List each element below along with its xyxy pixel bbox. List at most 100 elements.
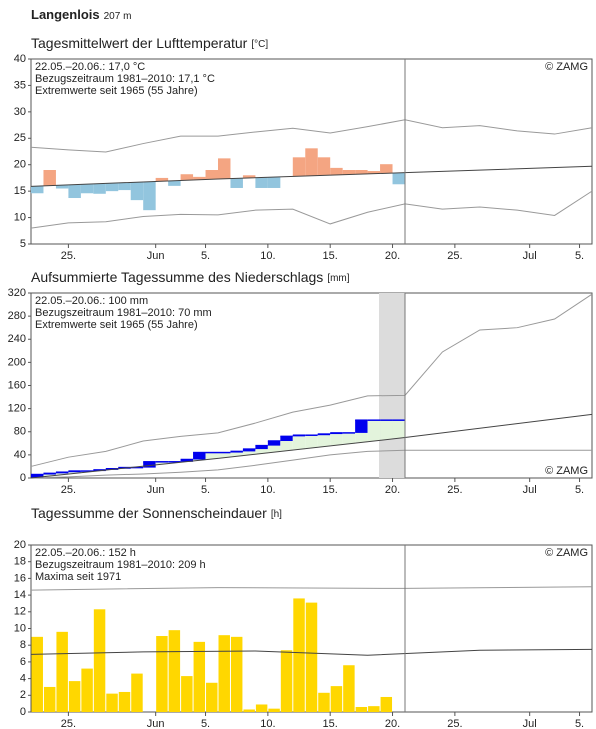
title-text: Aufsummierte Tagessumme des Niederschlag… bbox=[31, 269, 323, 285]
sunshine-bar bbox=[118, 691, 131, 712]
title-text: Tagessumme der Sonnenscheindauer bbox=[31, 505, 267, 521]
temperature-bar bbox=[292, 157, 306, 177]
temperature-bar bbox=[31, 186, 44, 194]
y-tick-label: 2 bbox=[20, 689, 26, 701]
temperature-bar bbox=[143, 181, 156, 211]
x-tick-label: 15. bbox=[323, 718, 338, 729]
temperature-bar bbox=[380, 164, 393, 174]
title-unit: [mm] bbox=[327, 273, 349, 284]
daily-increment bbox=[143, 461, 156, 468]
y-tick-label: 18 bbox=[14, 556, 26, 568]
extreme-line bbox=[30, 190, 593, 229]
temperature-bar bbox=[367, 171, 381, 174]
x-tick-label: 5. bbox=[575, 250, 584, 262]
surplus-area bbox=[230, 452, 243, 457]
sunshine-bar bbox=[293, 598, 305, 712]
daily-increment bbox=[355, 420, 368, 433]
temperature-bar bbox=[330, 167, 343, 175]
y-tick-label: 200 bbox=[8, 356, 26, 368]
temperature-bar bbox=[355, 170, 368, 175]
surplus-area bbox=[305, 435, 318, 448]
y-tick-label: 15 bbox=[14, 185, 26, 197]
x-tick-label: Jun bbox=[147, 718, 165, 729]
surplus-area bbox=[242, 451, 256, 455]
surplus-area bbox=[317, 435, 331, 447]
temperature-bar bbox=[180, 174, 194, 181]
y-tick-label: 240 bbox=[8, 333, 26, 345]
sunshine-bar bbox=[43, 686, 56, 712]
sunshine-bar bbox=[206, 682, 218, 712]
title-text: Tagesmittelwert der Lufttemperatur bbox=[31, 35, 248, 51]
y-tick-label: 6 bbox=[20, 656, 26, 668]
sunshine-bar bbox=[131, 673, 143, 712]
temperature-bar bbox=[168, 180, 181, 186]
sunshine-bar bbox=[255, 704, 268, 712]
sunshine-bar bbox=[230, 636, 243, 712]
x-tick-label: Jun bbox=[147, 250, 165, 262]
annotation: Bezugszeitraum 1981–2010: 70 mm bbox=[35, 307, 212, 319]
y-tick-label: 120 bbox=[8, 403, 26, 415]
annotation: Extremwerte seit 1965 (55 Jahre) bbox=[35, 85, 198, 97]
x-tick-label: 10. bbox=[260, 718, 275, 729]
annotation: Bezugszeitraum 1981–2010: 17,1 °C bbox=[35, 73, 215, 85]
x-tick-label: Jul bbox=[523, 250, 537, 262]
y-tick-label: 160 bbox=[8, 379, 26, 391]
sunshine-bar bbox=[156, 636, 168, 712]
credit: © ZAMG bbox=[545, 61, 588, 73]
y-tick-label: 320 bbox=[8, 287, 26, 299]
title-unit: [°C] bbox=[251, 39, 268, 50]
daily-increment bbox=[180, 459, 194, 462]
temperature-bar bbox=[255, 177, 268, 188]
annotation: Bezugszeitraum 1981–2010: 209 h bbox=[35, 559, 206, 571]
surplus-area bbox=[280, 441, 293, 451]
sunshine-bar bbox=[81, 668, 93, 712]
y-tick-label: 4 bbox=[20, 673, 26, 685]
x-tick-label: Jul bbox=[523, 718, 537, 729]
surplus-area bbox=[267, 445, 281, 453]
sunshine-bar bbox=[318, 692, 330, 712]
daily-increment bbox=[267, 441, 281, 446]
sunshine-bar bbox=[68, 681, 81, 712]
station-header: Langenlois 207 m bbox=[31, 7, 131, 22]
sunshine-bar bbox=[305, 602, 318, 712]
annotation: 22.05.–20.06.: 17,0 °C bbox=[35, 61, 145, 73]
x-tick-label: 10. bbox=[260, 250, 275, 262]
y-tick-label: 20 bbox=[14, 159, 26, 171]
x-tick-label: 25. bbox=[447, 718, 462, 729]
annotation: Extremwerte seit 1965 (55 Jahre) bbox=[35, 319, 198, 331]
sunshine-bar bbox=[243, 709, 255, 712]
x-tick-label: 25. bbox=[447, 250, 462, 262]
annotation: 22.05.–20.06.: 152 h bbox=[35, 547, 136, 559]
title-unit: [h] bbox=[271, 509, 282, 520]
x-tick-label: 25. bbox=[447, 484, 462, 496]
daily-increment bbox=[242, 449, 256, 452]
sunshine-bar bbox=[193, 641, 206, 712]
y-tick-label: 0 bbox=[20, 706, 26, 718]
sunshine-bar bbox=[343, 665, 355, 712]
temperature-bar bbox=[118, 182, 131, 191]
surplus-area bbox=[55, 473, 69, 475]
sunshine-bar bbox=[355, 706, 368, 712]
surplus-area bbox=[218, 452, 231, 458]
temperature-bar bbox=[43, 170, 56, 186]
station-name: Langenlois bbox=[31, 7, 100, 22]
x-tick-label: 10. bbox=[260, 484, 275, 496]
surplus-area bbox=[392, 420, 405, 439]
x-tick-label: 20. bbox=[385, 250, 400, 262]
surplus-area bbox=[205, 452, 218, 459]
y-tick-label: 40 bbox=[14, 449, 26, 461]
temperature-bar bbox=[218, 158, 231, 179]
sunshine-bar bbox=[31, 636, 43, 712]
y-tick-label: 20 bbox=[14, 539, 26, 551]
temperature-bar bbox=[105, 183, 119, 192]
x-tick-label: Jul bbox=[523, 484, 537, 496]
temperature-bar bbox=[155, 177, 169, 182]
x-tick-label: 25. bbox=[61, 718, 76, 729]
panel-title: Tagesmittelwert der Lufttemperatur [°C] bbox=[31, 35, 268, 51]
station-elevation: 207 m bbox=[104, 11, 132, 22]
daily-increment bbox=[255, 445, 268, 450]
sunshine-bar bbox=[268, 708, 280, 712]
reference-line bbox=[30, 413, 593, 479]
x-tick-label: 25. bbox=[61, 484, 76, 496]
sunshine-bar bbox=[330, 686, 343, 712]
